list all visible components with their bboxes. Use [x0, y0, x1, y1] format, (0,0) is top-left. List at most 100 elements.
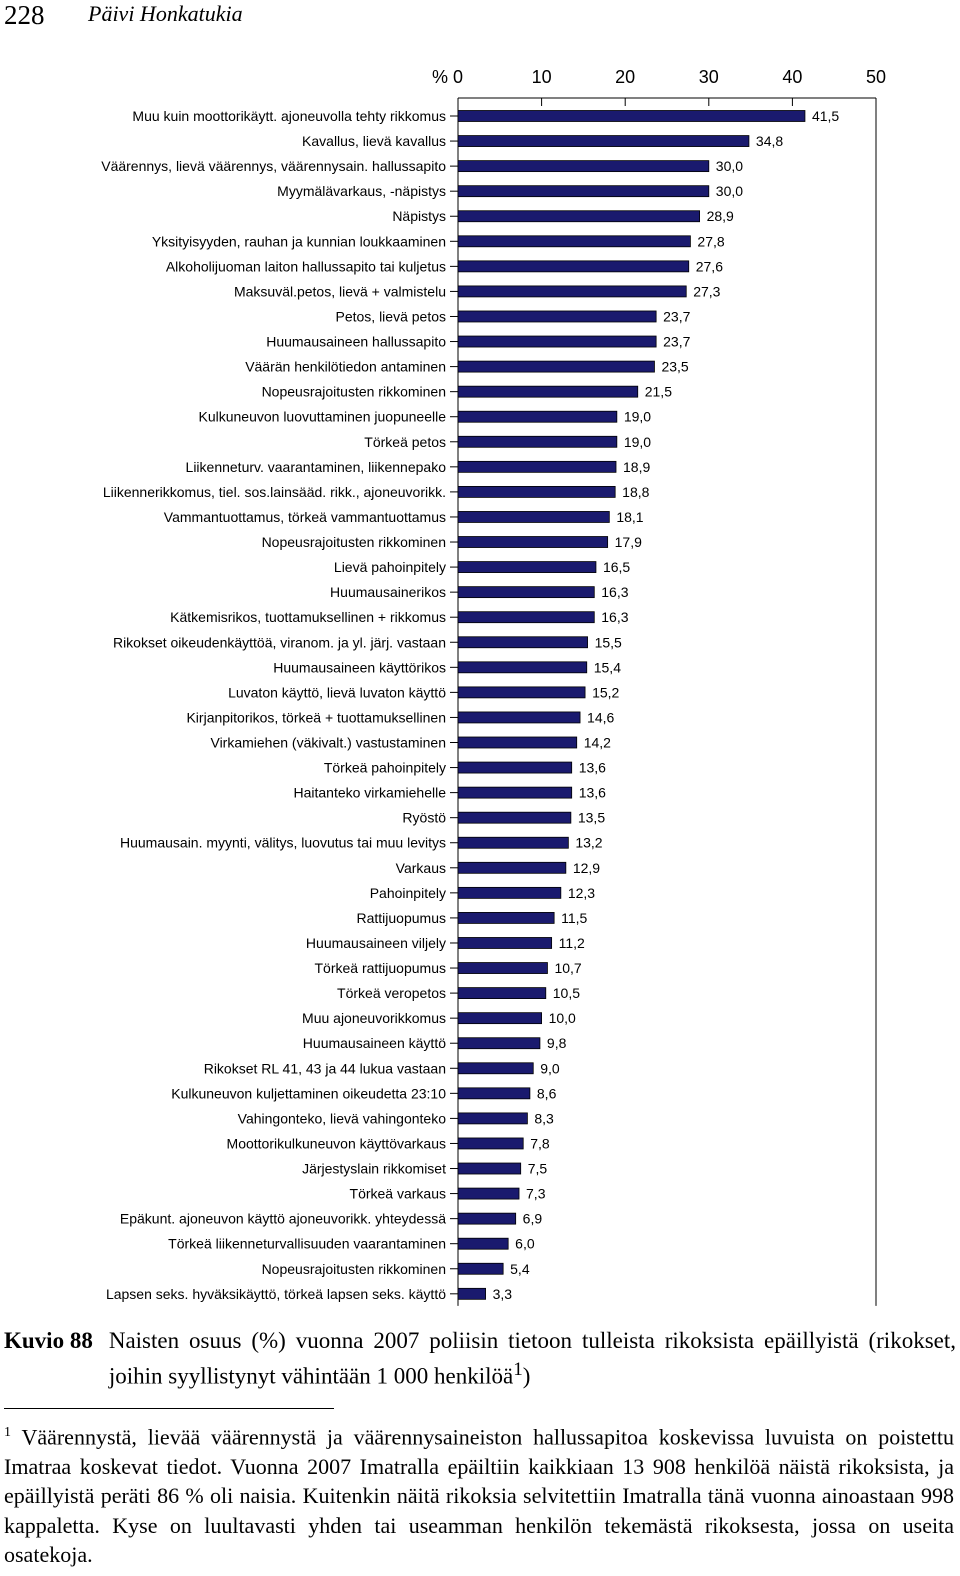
bar	[457, 1237, 509, 1250]
data-label: 27,3	[693, 283, 720, 299]
category-label: Törkeä pahoinpitely	[324, 760, 446, 776]
category-label: Kulkuneuvon kuljettaminen oikeudetta 23:…	[171, 1085, 446, 1101]
category-label: Huumausaineen viljely	[306, 935, 446, 951]
bar	[457, 786, 573, 799]
data-label: 9,8	[547, 1035, 567, 1051]
data-label: 9,0	[540, 1060, 560, 1076]
category-label: Epäkunt. ajoneuvon käyttö ajoneuvorikk. …	[120, 1211, 446, 1227]
data-label: 13,5	[578, 810, 605, 826]
bar	[457, 661, 588, 674]
data-label: 11,5	[561, 910, 587, 926]
bar	[457, 160, 710, 173]
bar	[457, 485, 616, 498]
data-label: 27,8	[697, 233, 724, 249]
category-label: Myymälävarkaus, -näpistys	[277, 183, 446, 199]
data-label: 8,3	[534, 1110, 554, 1126]
page-header: 228 Päivi Honkatukia	[0, 0, 960, 36]
data-label: 23,7	[663, 334, 690, 350]
category-label: Huumausaineen käyttö	[303, 1035, 446, 1051]
data-label: 23,5	[661, 359, 688, 375]
category-label: Törkeä petos	[364, 434, 446, 450]
data-label: 17,9	[615, 534, 642, 550]
x-tick-label: 10	[532, 67, 552, 87]
bar	[457, 836, 569, 849]
data-label: 14,6	[587, 709, 614, 725]
x-tick-label: 50	[866, 67, 886, 87]
bar	[457, 460, 617, 473]
bar	[457, 886, 562, 899]
data-label: 6,0	[515, 1236, 535, 1252]
caption-footnote-ref: 1	[513, 1359, 523, 1380]
category-label: Huumausain. myynti, välitys, luovutus ta…	[120, 835, 446, 851]
bar	[457, 1212, 517, 1225]
data-label: 28,9	[707, 208, 734, 224]
data-label: 23,7	[663, 308, 690, 324]
data-label: 15,5	[595, 634, 622, 650]
category-label: Huumausaineen hallussapito	[266, 334, 446, 350]
category-label: Näpistys	[392, 208, 446, 224]
category-label: Kirjanpitorikos, törkeä + tuottamukselli…	[186, 709, 446, 725]
bar	[457, 260, 690, 273]
data-label: 7,3	[526, 1186, 546, 1202]
data-label: 16,3	[601, 584, 628, 600]
footnote-divider	[4, 1408, 334, 1409]
data-label: 6,9	[523, 1211, 543, 1227]
category-label: Kavallus, lievä kavallus	[302, 133, 446, 149]
bar	[457, 1137, 524, 1150]
bar	[457, 1187, 520, 1200]
category-label: Petos, lievä petos	[335, 308, 446, 324]
bar	[457, 536, 609, 548]
bar	[457, 987, 547, 999]
bar	[457, 1162, 522, 1175]
data-label: 7,8	[530, 1135, 550, 1151]
bar	[457, 285, 687, 298]
category-label: Virkamiehen (väkivalt.) vastustaminen	[210, 735, 446, 751]
bar	[457, 511, 610, 523]
data-label: 10,5	[553, 985, 580, 1001]
data-label: 19,0	[624, 434, 651, 450]
data-label: 10,7	[554, 960, 581, 976]
data-label: 15,4	[594, 659, 621, 675]
category-label: Järjestyslain rikkomiset	[302, 1161, 446, 1177]
bar	[457, 761, 573, 774]
bar	[457, 185, 710, 198]
data-label: 12,9	[573, 860, 600, 876]
data-label: 27,6	[696, 258, 723, 274]
data-label: 30,0	[716, 183, 743, 199]
data-label: 30,0	[716, 158, 743, 174]
data-label: 19,0	[624, 409, 651, 425]
data-label: 15,2	[592, 684, 619, 700]
bar	[457, 912, 555, 924]
bar	[457, 410, 618, 423]
data-label: 11,2	[559, 935, 585, 951]
bar	[457, 811, 572, 824]
category-label: Rikokset RL 41, 43 ja 44 lukua vastaan	[204, 1060, 446, 1076]
caption-body: Naisten osuus (%) vuonna 2007 poliisin t…	[108, 1328, 956, 1389]
data-label: 14,2	[584, 735, 611, 751]
category-label: Luvaton käyttö, lievä luvaton käyttö	[228, 684, 446, 700]
figure-caption: Kuvio 88 Naisten osuus (%) vuonna 2007 p…	[4, 1326, 956, 1391]
data-label: 21,5	[645, 384, 672, 400]
category-label: Muu kuin moottorikäytt. ajoneuvolla teht…	[132, 108, 446, 124]
bar	[457, 435, 618, 448]
bar	[457, 611, 595, 624]
running-author: Päivi Honkatukia	[88, 1, 243, 26]
category-label: Moottorikulkuneuvon käyttövarkaus	[227, 1135, 446, 1151]
category-label: Väärän henkilötiedon antaminen	[245, 359, 446, 375]
data-label: 10,0	[549, 1010, 576, 1026]
data-label: 13,6	[579, 785, 606, 801]
data-label: 34,8	[756, 133, 783, 149]
data-label: 13,6	[579, 760, 606, 776]
category-label: Väärennys, lievä väärennys, väärennysain…	[101, 158, 446, 174]
data-label: 12,3	[568, 885, 595, 901]
bar	[457, 561, 597, 573]
category-label: Ryöstö	[402, 810, 446, 826]
bar	[457, 235, 691, 248]
bar	[457, 110, 806, 122]
bar	[457, 861, 567, 874]
category-label: Nopeusrajoitusten rikkominen	[262, 384, 446, 400]
category-label: Lievä pahoinpitely	[334, 559, 446, 575]
category-label: Törkeä veropetos	[337, 985, 446, 1001]
category-label: Nopeusrajoitusten rikkominen	[262, 534, 446, 550]
bar	[457, 711, 581, 724]
